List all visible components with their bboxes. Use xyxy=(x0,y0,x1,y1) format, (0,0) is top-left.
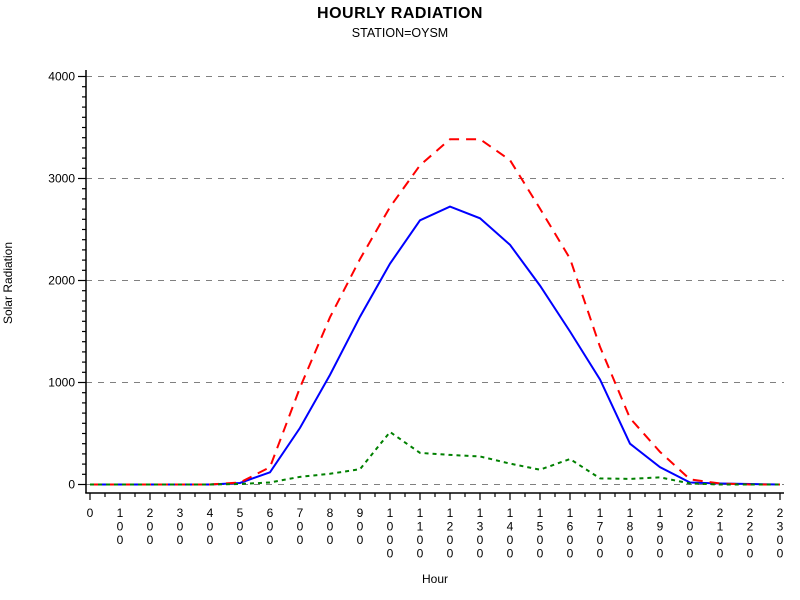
x-tick-label-digit: 0 xyxy=(297,520,304,534)
y-tick-label: 3000 xyxy=(48,172,75,186)
x-tick-label-digit: 2 xyxy=(777,506,784,520)
x-tick-label-digit: 0 xyxy=(417,533,424,547)
y-tick-label: 1000 xyxy=(48,376,75,390)
x-axis-title: Hour xyxy=(421,572,448,586)
x-tick-label-digit: 0 xyxy=(657,533,664,547)
x-tick-label-digit: 2 xyxy=(147,506,154,520)
x-tick-label-digit: 5 xyxy=(237,506,244,520)
x-tick-label-digit: 1 xyxy=(567,506,574,520)
x-tick-label-digit: 0 xyxy=(567,533,574,547)
x-tick-label-digit: 0 xyxy=(207,533,214,547)
x-tick-label-digit: 8 xyxy=(627,520,634,534)
x-tick-label-digit: 2 xyxy=(717,506,724,520)
green-short-dashed-series xyxy=(90,430,780,486)
x-tick-label-digit: 2 xyxy=(687,506,694,520)
x-tick-label-digit: 9 xyxy=(357,506,364,520)
x-tick-label-digit: 0 xyxy=(747,547,754,561)
chart-subtitle: STATION=OYSM xyxy=(351,26,449,40)
x-tick-label-digit: 8 xyxy=(327,506,334,520)
x-tick-label-digit: 0 xyxy=(747,533,754,547)
x-tick-label-digit: 0 xyxy=(327,533,334,547)
x-tick-label-digit: 1 xyxy=(507,506,514,520)
x-tick-label-digit: 2 xyxy=(747,506,754,520)
x-tick-label-digit: 0 xyxy=(777,547,784,561)
x-tick-label-digit: 1 xyxy=(447,506,454,520)
x-tick-label-digit: 0 xyxy=(627,533,634,547)
x-tick-label-digit: 0 xyxy=(327,520,334,534)
x-tick-label-digit: 1 xyxy=(417,506,424,520)
x-tick-label-digit: 0 xyxy=(687,547,694,561)
x-tick-label-digit: 2 xyxy=(747,520,754,534)
x-tick-label-digit: 0 xyxy=(717,547,724,561)
x-tick-label-digit: 0 xyxy=(417,547,424,561)
x-tick-label-digit: 1 xyxy=(387,506,394,520)
y-tick-label: 2000 xyxy=(48,274,75,288)
x-tick-label-digit: 1 xyxy=(117,506,124,520)
x-tick-label-digit: 0 xyxy=(267,520,274,534)
x-tick-label-digit: 0 xyxy=(387,533,394,547)
x-tick-label-digit: 0 xyxy=(147,533,154,547)
x-tick-label-digit: 1 xyxy=(627,506,634,520)
x-tick-label-digit: 0 xyxy=(477,547,484,561)
x-tick-label-digit: 0 xyxy=(597,547,604,561)
x-tick-label-digit: 0 xyxy=(537,547,544,561)
x-tick-label-digit: 0 xyxy=(507,547,514,561)
x-tick-label-digit: 0 xyxy=(357,533,364,547)
y-tick-label: 0 xyxy=(68,478,75,492)
x-tick-label-digit: 0 xyxy=(717,533,724,547)
x-tick-label-digit: 0 xyxy=(237,533,244,547)
x-tick-label-digit: 1 xyxy=(417,520,424,534)
x-tick-label-digit: 0 xyxy=(387,520,394,534)
red-dashed-series xyxy=(90,138,780,486)
x-tick-label-digit: 0 xyxy=(567,547,574,561)
x-tick-label-digit: 3 xyxy=(777,520,784,534)
x-tick-label-digit: 0 xyxy=(447,533,454,547)
y-tick-label: 4000 xyxy=(48,70,75,84)
x-tick-label-digit: 1 xyxy=(537,506,544,520)
x-tick-label-digit: 0 xyxy=(657,547,664,561)
y-axis-title: Solar Radiation xyxy=(1,241,15,325)
x-tick-label-digit: 5 xyxy=(537,520,544,534)
x-tick-label-digit: 0 xyxy=(177,533,184,547)
x-tick-label-digit: 1 xyxy=(657,506,664,520)
x-tick-label-digit: 0 xyxy=(207,520,214,534)
x-tick-label-digit: 0 xyxy=(687,533,694,547)
blue-solid-series xyxy=(90,205,781,486)
x-tick-label-digit: 6 xyxy=(567,520,574,534)
x-tick-label-digit: 0 xyxy=(357,520,364,534)
x-tick-label-digit: 4 xyxy=(207,506,214,520)
x-tick-label-digit: 0 xyxy=(87,506,94,520)
x-tick-label-digit: 1 xyxy=(477,506,484,520)
x-tick-label-digit: 6 xyxy=(267,506,274,520)
x-tick-label-digit: 9 xyxy=(657,520,664,534)
x-tick-label-digit: 7 xyxy=(597,520,604,534)
x-tick-label-digit: 0 xyxy=(147,520,154,534)
x-tick-label-digit: 0 xyxy=(117,533,124,547)
x-tick-label-digit: 0 xyxy=(507,533,514,547)
x-tick-label-digit: 0 xyxy=(777,533,784,547)
x-tick-label-digit: 0 xyxy=(177,520,184,534)
x-tick-label-digit: 3 xyxy=(177,506,184,520)
x-tick-label-digit: 1 xyxy=(597,506,604,520)
x-tick-label-digit: 0 xyxy=(477,533,484,547)
x-tick-label-digit: 0 xyxy=(687,520,694,534)
x-tick-label-digit: 3 xyxy=(477,520,484,534)
x-tick-label-digit: 0 xyxy=(117,520,124,534)
x-tick-label-digit: 4 xyxy=(507,520,514,534)
x-tick-label-digit: 0 xyxy=(267,533,274,547)
x-tick-label-digit: 1 xyxy=(717,520,724,534)
x-tick-label-digit: 0 xyxy=(387,547,394,561)
x-tick-label-digit: 0 xyxy=(597,533,604,547)
x-tick-label-digit: 0 xyxy=(537,533,544,547)
chart-title: HOURLY RADIATION xyxy=(317,5,483,22)
x-tick-label-digit: 0 xyxy=(237,520,244,534)
x-tick-label-digit: 0 xyxy=(447,547,454,561)
x-tick-label-digit: 0 xyxy=(297,533,304,547)
x-tick-label-digit: 2 xyxy=(447,520,454,534)
x-tick-label-digit: 7 xyxy=(297,506,304,520)
x-tick-label-digit: 0 xyxy=(627,547,634,561)
